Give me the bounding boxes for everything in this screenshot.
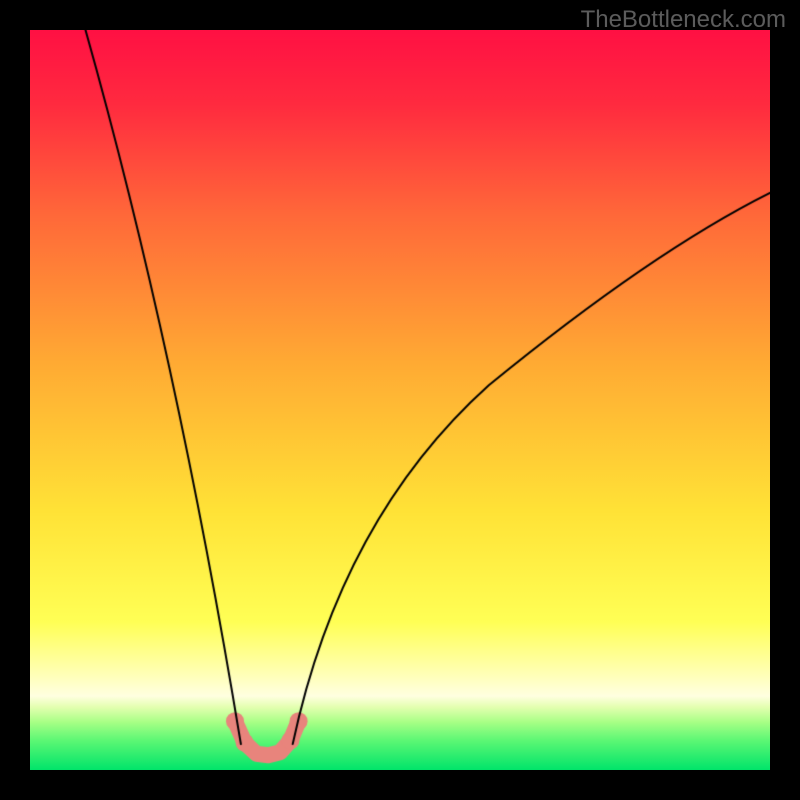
plot-area	[30, 30, 770, 770]
watermark-text: TheBottleneck.com	[581, 6, 786, 34]
curve-layer	[30, 30, 770, 770]
